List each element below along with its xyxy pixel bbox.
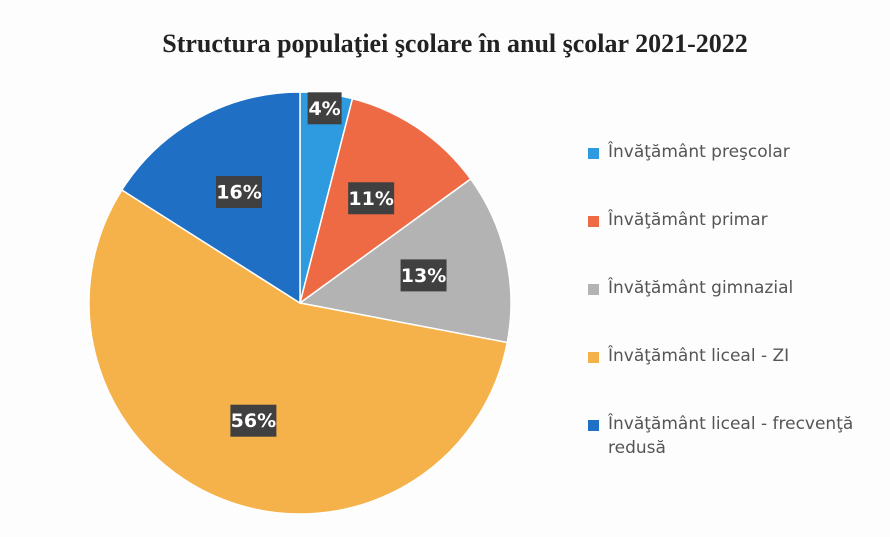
pie-slice [120, 91, 301, 305]
chart-title: Structura populaţiei şcolare în anul şco… [162, 29, 748, 58]
data-label: 13% [401, 265, 446, 287]
legend-label: Învăţământ liceal - ZI [608, 346, 790, 366]
data-label: 16% [216, 182, 261, 204]
data-label-box [307, 92, 342, 125]
data-label-box [400, 259, 447, 292]
legend-swatch [588, 284, 599, 295]
data-label: 56% [231, 410, 276, 432]
legend: Învăţământ preşcolar Învăţământ primar Înv… [588, 140, 878, 504]
legend-swatch [588, 420, 599, 431]
legend-label: Învăţământ preşcolar [608, 142, 790, 162]
data-label: 4% [308, 98, 340, 120]
data-label-box [348, 182, 395, 215]
legend-swatch [588, 216, 599, 227]
legend-label: Învăţământ gimnazial [608, 278, 794, 298]
legend-swatch [588, 352, 599, 363]
legend-item: Învăţământ gimnazial [588, 276, 878, 300]
legend-item: Învăţământ liceal - ZI [588, 344, 878, 368]
data-label-box [230, 404, 277, 437]
legend-label: Învăţământ primar [608, 210, 768, 230]
legend-item: Învăţământ primar [588, 208, 878, 232]
data-label-box [216, 176, 263, 209]
pie-slice [88, 188, 509, 515]
legend-swatch [588, 148, 599, 159]
data-label: 11% [348, 188, 393, 210]
legend-item: Învăţământ liceal - frecvenţă redusă [588, 412, 878, 460]
legend-item: Învăţământ preşcolar [588, 140, 878, 164]
legend-label: Învăţământ liceal - frecvenţă redusă [608, 414, 854, 458]
